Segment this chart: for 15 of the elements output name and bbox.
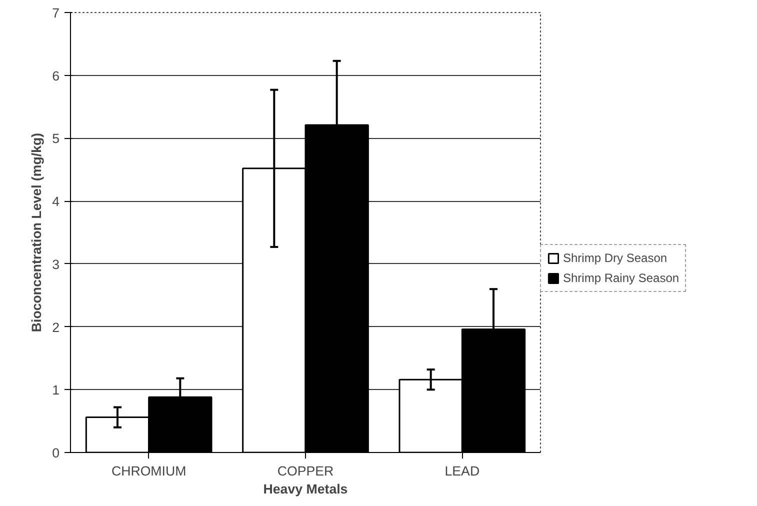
y-tick-label: 4 — [52, 194, 60, 210]
y-tick-label: 5 — [52, 131, 60, 146]
y-tick-label: 0 — [52, 446, 60, 460]
legend-label: Shrimp Dry Season — [563, 251, 668, 265]
x-axis-title: Heavy Metals — [263, 482, 348, 496]
legend-label: Shrimp Rainy Season — [563, 271, 680, 285]
x-tick-label: CHROMIUM — [111, 464, 186, 478]
x-tick-label: COPPER — [277, 464, 334, 478]
y-tick-label: 1 — [52, 382, 60, 398]
y-tick-label: 6 — [52, 68, 60, 84]
y-axis-title: Bioconcentration Level (mg/kg) — [29, 132, 44, 332]
x-tick-label: LEAD — [444, 464, 480, 478]
y-tick-label: 3 — [52, 256, 60, 272]
y-tick-label: 7 — [52, 6, 60, 20]
y-tick-label: 2 — [52, 320, 60, 335]
